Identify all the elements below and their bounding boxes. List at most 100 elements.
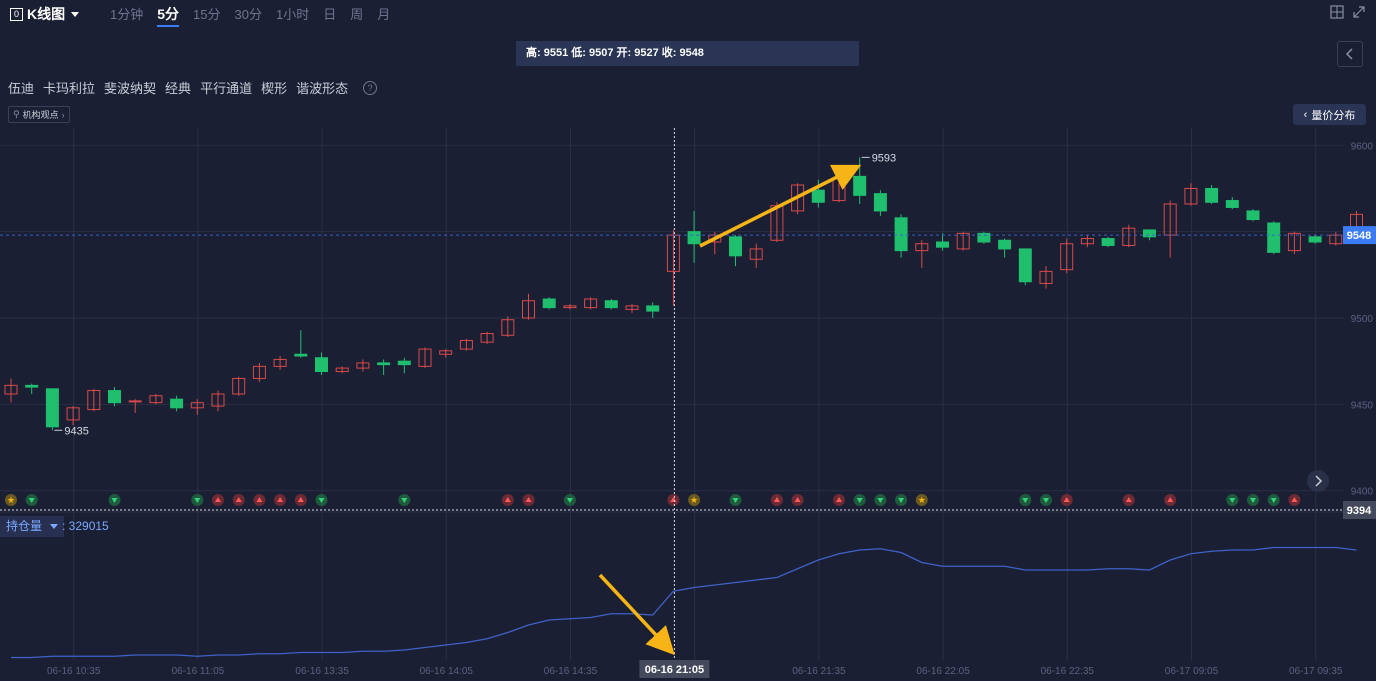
signal-up-icon <box>1063 497 1070 502</box>
last-price-label: 9548 <box>1347 230 1371 242</box>
candle-body <box>1205 187 1219 203</box>
candle-body <box>1039 270 1053 284</box>
expand-icon[interactable] <box>1352 5 1366 19</box>
candle-body <box>190 402 204 409</box>
signal-marker <box>5 494 17 506</box>
drawing-tool[interactable]: 卡玛利拉 <box>43 81 96 96</box>
signal-star-icon: ★ <box>690 495 698 505</box>
signal-down-icon <box>877 498 884 503</box>
candle-body <box>956 232 970 250</box>
candle-body <box>1287 232 1301 252</box>
crosshair-price-label: 9394 <box>1347 505 1372 517</box>
open-interest-label: 持仓量 <box>6 519 43 533</box>
crosshair-overlay: 9394 06-16 21:05 <box>0 128 1376 678</box>
volume-profile-button[interactable]: ‹ 量价分布 <box>1293 104 1366 125</box>
help-icon[interactable]: ? <box>363 80 378 95</box>
period-tab[interactable]: 周 <box>350 7 364 22</box>
signal-down-icon <box>1270 498 1277 503</box>
dropdown-caret-icon <box>50 524 59 529</box>
candle-body <box>1225 200 1239 208</box>
chevron-right-icon <box>1315 475 1323 487</box>
x-axis-ticks: 06-16 10:35 06-16 11:05 06-16 13:35 06-16 1… <box>47 666 1343 677</box>
drawing-tool[interactable]: 谐波形态 <box>296 81 349 96</box>
candle-body <box>1308 236 1322 243</box>
last-price-tag <box>1343 226 1376 245</box>
signal-down-icon <box>111 498 118 503</box>
x-tick-label: 06-17 09:05 <box>1165 666 1219 677</box>
signal-up-icon <box>1167 497 1174 502</box>
period-tab[interactable]: 5分 <box>157 4 180 27</box>
collapse-panel-button[interactable] <box>1337 41 1363 67</box>
period-tab[interactable]: 1小时 <box>275 7 310 22</box>
candle-body <box>1060 243 1074 271</box>
signal-down-icon <box>318 498 325 503</box>
signal-down-icon <box>1229 498 1236 503</box>
signal-up-icon <box>773 497 780 502</box>
candle-body <box>108 390 121 404</box>
top-right-icons <box>1330 5 1366 19</box>
candle-body <box>149 395 163 404</box>
open-interest-selector[interactable]: 持仓量 <box>0 516 65 537</box>
drawing-tool[interactable]: 斐波纳契 <box>104 81 157 96</box>
signal-marker <box>688 494 701 506</box>
drawing-tool[interactable]: 楔形 <box>261 81 288 96</box>
dropdown-caret-icon <box>71 11 80 17</box>
candle-body <box>4 384 18 395</box>
drawing-tool[interactable]: 伍迪 <box>8 81 35 96</box>
signal-down-icon <box>194 498 201 503</box>
candle-body <box>873 193 887 212</box>
period-tab[interactable]: 月 <box>377 7 391 22</box>
candle-body <box>273 358 287 367</box>
y-tick-label: 9450 <box>1351 400 1374 411</box>
period-tab[interactable]: 30分 <box>234 7 262 22</box>
candle-body <box>1080 238 1094 245</box>
candle-body <box>335 367 349 373</box>
x-tick-label: 06-16 11:05 <box>172 666 225 677</box>
x-tick-label: 06-16 22:05 <box>916 666 970 677</box>
signal-up-icon <box>794 497 801 502</box>
chart-mode-selector[interactable]: 0 K线图 <box>10 4 80 24</box>
signal-down-icon <box>1250 498 1256 503</box>
candle-body <box>1184 187 1198 205</box>
chevron-right-icon: › <box>61 109 65 120</box>
period-tab[interactable]: 15分 <box>193 7 221 22</box>
signal-down-icon <box>566 498 573 503</box>
y-tick-label: 9400 <box>1351 487 1374 498</box>
drawing-tool[interactable]: 经典 <box>165 81 192 96</box>
grid-layout-icon[interactable] <box>1330 5 1344 19</box>
drawing-tool[interactable]: 平行通道 <box>200 81 253 96</box>
signal-markers: ★ ★ ★ <box>5 470 1329 506</box>
candle-body <box>522 300 535 319</box>
signal-down-icon <box>28 498 35 503</box>
candle-body <box>87 390 101 411</box>
y-axis-ticks: 94009450950095509600 <box>1351 141 1374 497</box>
x-tick-label: 06-16 22:35 <box>1041 666 1095 677</box>
signal-up-icon <box>1125 497 1132 502</box>
candle-body <box>542 298 556 309</box>
candle-body <box>915 243 929 252</box>
candle-body <box>604 300 618 309</box>
signal-up-icon <box>836 497 842 502</box>
candle-body <box>1143 229 1156 238</box>
signal-marker <box>915 494 928 506</box>
signal-down-icon <box>898 498 905 503</box>
institution-view-button[interactable]: ⚲ 机构观点 › <box>8 106 70 123</box>
candles-layer: 9548 9435 9593 <box>0 152 1376 437</box>
drawing-tools-bar: 伍迪 卡玛利拉 斐波纳契 经典 平行通道 楔形 谐波形态? <box>8 78 378 97</box>
signal-down-icon <box>1043 498 1049 503</box>
signal-down-icon <box>856 498 863 503</box>
candle-body <box>356 362 370 369</box>
signal-up-icon <box>297 497 304 502</box>
period-tab[interactable]: 日 <box>323 7 337 22</box>
signal-down-icon <box>1022 498 1029 503</box>
candle-body <box>729 236 742 257</box>
candle-body <box>1101 238 1115 246</box>
period-tabs: 1分钟 5分 15分 30分 1小时日周月 <box>110 4 390 27</box>
signal-down-icon <box>732 498 739 503</box>
signal-up-icon <box>215 497 221 502</box>
signal-up-icon <box>235 497 242 502</box>
period-tab[interactable]: 1分钟 <box>110 7 144 22</box>
signal-up-icon <box>1291 497 1298 502</box>
x-tick-label: 06-16 13:35 <box>295 666 349 677</box>
